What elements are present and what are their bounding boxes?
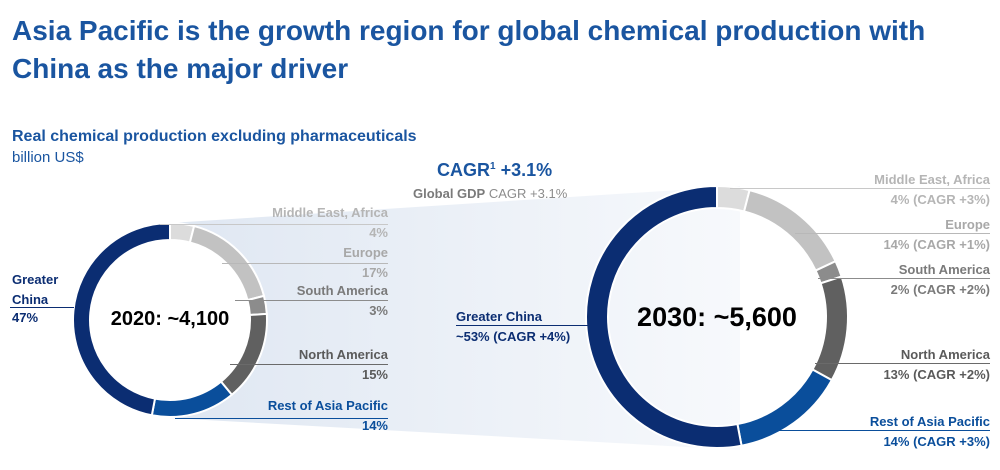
gdp-value: CAGR +3.1% [488, 186, 568, 201]
segment-label: North America 13% (CAGR +2%) [630, 347, 990, 383]
leader-line [10, 307, 74, 308]
cagr-value: +3.1% [500, 160, 553, 180]
segment-name: Middle East, Africa [272, 205, 388, 220]
segment-name: Rest of Asia Pacific [267, 398, 388, 413]
donut-2030 [585, 184, 849, 449]
segment-value: 4% (CAGR +3%) [890, 192, 990, 207]
unit-label: billion US$ [12, 149, 84, 166]
segment-name: North America [900, 347, 990, 362]
leader-line [160, 224, 388, 225]
segment-name: Greater China [456, 309, 542, 324]
chart-subtitle: Real chemical production excluding pharm… [12, 128, 417, 145]
segment-name: Greater [12, 272, 59, 287]
leader-line [730, 188, 990, 189]
leader-line [235, 300, 388, 301]
center-2030: 2030: ~5,600 [637, 302, 797, 332]
gdp-label: Global GDP [413, 186, 486, 201]
growth-wedge [170, 186, 740, 450]
leader-line [175, 418, 388, 419]
segment-label-greater-china-2030: Greater China ~53% (CAGR +4%) [456, 309, 570, 345]
cagr-headline: CAGR1 +3.1% [437, 160, 552, 181]
segment-label: Middle East, Africa 4% [28, 205, 388, 241]
segment-label: Europe 17% [28, 245, 388, 281]
leader-line [456, 325, 588, 326]
cagr-label: CAGR [437, 160, 490, 180]
segment-value: 2% (CAGR +2%) [890, 282, 990, 297]
segment-label: Europe 14% (CAGR +1%) [630, 217, 990, 253]
segment-label: South America 3% [28, 283, 388, 319]
segment-label: North America 15% [28, 347, 388, 383]
leader-line [815, 363, 990, 364]
segment-name: Rest of Asia Pacific [869, 414, 990, 429]
leader-line [230, 364, 388, 365]
segment-value: 4% [369, 225, 388, 240]
segment-name: South America [296, 283, 388, 298]
segment-name: China [12, 292, 49, 307]
segment-label: South America 2% (CAGR +2%) [630, 262, 990, 298]
leader-line [765, 430, 990, 431]
segment-value: 14% (CAGR +3%) [883, 434, 990, 449]
gdp-cagr: Global GDP CAGR +3.1% [413, 186, 567, 201]
segment-value: 3% [369, 303, 388, 318]
segment-value: 15% [361, 367, 388, 382]
segment-name: Europe [945, 217, 990, 232]
center-2020: 2020: ~4,100 [110, 308, 230, 330]
segment-label: Middle East, Africa 4% (CAGR +3%) [630, 172, 990, 208]
segment-value: 47% [12, 310, 39, 325]
segment-label: Rest of Asia Pacific 14% (CAGR +3%) [630, 414, 990, 450]
segment-name: Middle East, Africa [874, 172, 990, 187]
segment-value: 14% (CAGR +1%) [883, 237, 990, 252]
page-title: Asia Pacific is the growth region for gl… [12, 15, 926, 84]
donut-segment-greater-china [72, 221, 171, 417]
segment-value: 13% (CAGR +2%) [883, 367, 990, 382]
leader-line [818, 278, 990, 279]
leader-line [222, 263, 388, 264]
donut-segment-greater-china [585, 184, 743, 449]
segment-name: North America [298, 347, 388, 362]
footnote-marker: 1 [490, 161, 496, 172]
segment-value: 17% [361, 265, 388, 280]
segment-value: 14% [361, 418, 388, 433]
segment-name: South America [898, 262, 990, 277]
leader-line [795, 233, 990, 234]
segment-name: Europe [343, 245, 388, 260]
segment-value: ~53% (CAGR +4%) [456, 329, 571, 344]
segment-label-greater-china-2020: Greater China 47% [12, 270, 58, 326]
segment-label: Rest of Asia Pacific 14% [28, 398, 388, 434]
